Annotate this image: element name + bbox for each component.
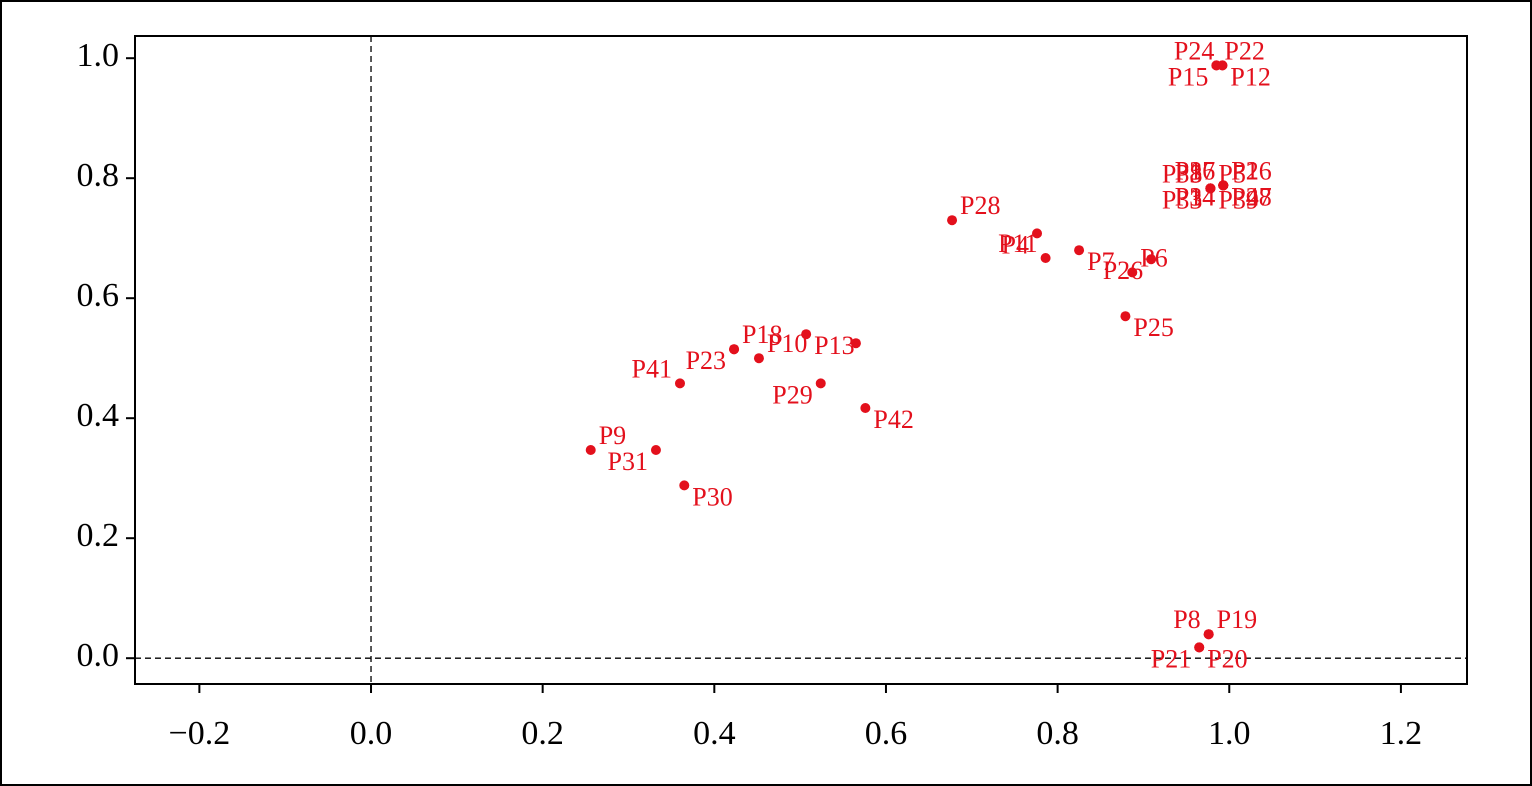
point [679,480,690,491]
point-label: P34 [1175,182,1215,211]
point [850,338,861,349]
point [860,403,871,413]
point-label: P42 [873,405,913,434]
y-tick-label: 0.8 [77,157,120,194]
point-label: P8 [1173,605,1200,634]
point-label: P7 [1087,247,1114,276]
point-label: P2 [1231,156,1258,185]
point [1127,267,1138,278]
point [801,329,812,340]
y-tick-label: 0.2 [77,517,120,554]
point-label: P10 [767,329,807,358]
point [729,344,740,355]
point-label: P38 [1162,159,1202,188]
point-label: P21 [1151,644,1191,673]
x-tick-label: 0.4 [693,715,736,752]
point [815,378,826,389]
point-label: P16 [1231,156,1271,185]
point [1146,254,1157,265]
x-tick-label: 0.2 [521,715,564,752]
point-label: P30 [692,482,732,511]
point-label: P20 [1207,644,1247,673]
point-label: P41 [632,354,672,383]
point-label: P15 [1168,62,1208,91]
y-tick-label: 0.0 [77,637,120,674]
point-label: P22 [1224,36,1264,65]
point [753,353,764,364]
point-label: P26 [1103,256,1143,285]
point-label: P14 [1175,182,1215,211]
point-label: P9 [599,421,626,450]
point [1217,60,1228,71]
point-label: P19 [1217,605,1257,634]
point-label: P39 [1218,185,1258,214]
plot-frame [134,35,1468,685]
x-tick-label: 0.0 [350,715,393,752]
point-label: P27 [1231,182,1271,211]
x-tick-label: 1.0 [1208,715,1251,752]
point-label: P31 [607,447,647,476]
point-label: P18 [742,320,782,349]
point-label: P11 [998,229,1038,258]
point [1218,180,1229,191]
point-label: P28 [960,191,1000,220]
point [1074,245,1085,256]
x-tick-label: 0.8 [1036,715,1079,752]
point [1040,253,1051,263]
y-tick-label: 0.4 [77,397,120,434]
x-tick-label: 0.6 [865,715,908,752]
point [1120,311,1131,322]
point [1205,183,1216,194]
point-label: P48 [1231,182,1271,211]
point [585,445,596,455]
point [674,378,685,389]
point-label: P24 [1174,36,1214,65]
point-label: P23 [686,346,726,375]
y-tick-label: 0.6 [77,277,120,314]
point [1032,228,1043,239]
point-label: P3 [1175,159,1202,188]
point [1194,642,1205,653]
y-tick-label: 1.0 [77,37,120,74]
point-label: P17 [1175,156,1215,185]
point-label: P25 [1133,313,1173,342]
point-label: P12 [1230,62,1270,91]
x-tick-label: −0.2 [169,715,231,752]
point [947,215,958,226]
point-label: P36 [1175,156,1215,185]
point-label: P13 [814,331,854,360]
point [650,445,661,455]
point [1203,629,1214,640]
x-tick-label: 1.2 [1380,715,1423,752]
point-label: P4 [1002,230,1029,259]
point-label: P29 [772,380,812,409]
point-label: P33 [1162,185,1202,214]
